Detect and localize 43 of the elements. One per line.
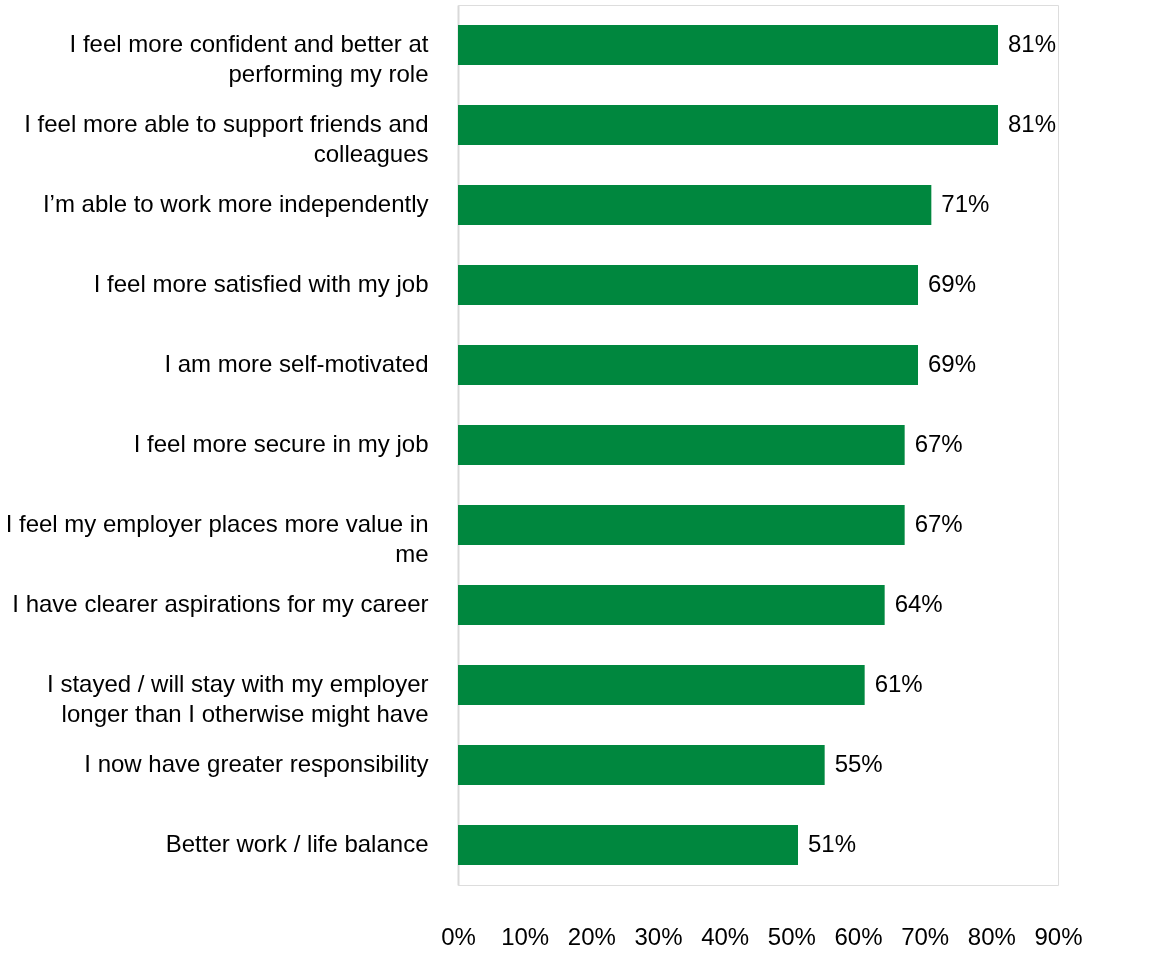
data-label: 55% (834, 750, 883, 777)
data-label: 69% (928, 350, 977, 377)
x-tick-label: 40% (701, 922, 750, 950)
x-tick-label: 60% (834, 922, 883, 950)
x-tick-label: 70% (901, 922, 950, 950)
y-tick-label: I’m able to work more independently (42, 190, 429, 217)
x-tick-label: 90% (1034, 922, 1083, 950)
x-tick-label: 50% (767, 922, 816, 950)
data-label: 51% (808, 830, 857, 857)
bar (458, 105, 998, 145)
bar (458, 265, 918, 305)
x-tick-label: 20% (567, 922, 616, 950)
bar (458, 25, 998, 65)
x-tick-label: 10% (501, 922, 550, 950)
data-label: 81% (1008, 110, 1057, 137)
bar (458, 505, 905, 545)
y-tick-label: I stayed / will stay with my employer longer than I otherwise might have (47, 670, 429, 727)
data-label: 67% (914, 510, 963, 537)
y-tick-label: I feel more satisfied with my job (93, 270, 429, 297)
bar (458, 665, 865, 705)
data-label: 64% (894, 590, 943, 617)
y-tick-label: I feel more able to support friends and colleagues (24, 110, 429, 167)
y-tick-label: I feel more secure in my job (133, 430, 429, 457)
y-tick-label: I have clearer aspirations for my career (12, 590, 429, 617)
data-label: 81% (1008, 30, 1057, 57)
bar (458, 185, 932, 225)
bar (458, 745, 825, 785)
data-label: 69% (928, 270, 977, 297)
y-tick-label: I feel my employer places more value in me (5, 510, 429, 567)
x-tick-label: 0% (441, 922, 476, 950)
y-tick-label: Better work / life balance (165, 830, 429, 857)
x-tick-label: 80% (967, 922, 1016, 950)
y-tick-label: I now have greater responsibility (84, 750, 429, 777)
data-label: 71% (941, 190, 990, 217)
y-tick-label: I feel more confident and better at performing my role (69, 30, 429, 87)
bar (458, 825, 798, 865)
data-label: 61% (874, 670, 923, 697)
bar (458, 425, 905, 465)
x-tick-label: 30% (634, 922, 683, 950)
data-label: 67% (914, 430, 963, 457)
bar (458, 345, 918, 385)
y-tick-label: I am more self-motivated (164, 350, 429, 377)
bar (458, 585, 885, 625)
